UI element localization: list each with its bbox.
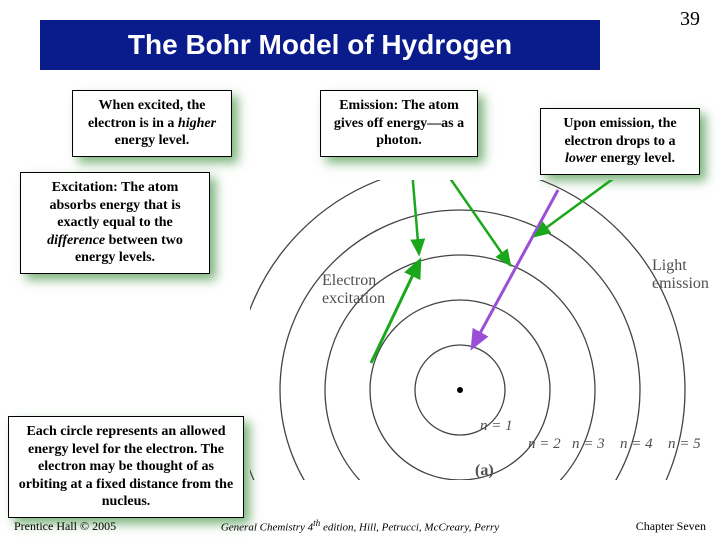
callout-excited: When excited, the electron is in a highe… xyxy=(72,90,232,157)
orbit-label-n3: n = 3 xyxy=(572,436,605,452)
footer-center: General Chemistry 4th edition, Hill, Pet… xyxy=(221,518,499,534)
arrow-emission xyxy=(472,190,558,348)
bohr-diagram: Electronexcitation Lightemission n = 1 n = … xyxy=(250,180,720,480)
orbit-label-n1: n = 1 xyxy=(480,418,513,434)
panel-label: (a) xyxy=(475,462,494,479)
nucleus xyxy=(457,387,463,393)
page-title: The Bohr Model of Hydrogen xyxy=(128,29,512,61)
label-light-emission: Lightemission xyxy=(652,257,709,292)
callout-excitation: Excitation: The atom absorbs energy that… xyxy=(20,172,210,274)
footer-left: Prentice Hall © 2005 xyxy=(14,519,116,534)
orbit-label-n5: n = 5 xyxy=(668,436,701,452)
arrow-emission_callout xyxy=(436,180,510,265)
callout-each-circle: Each circle represents an allowed energy… xyxy=(8,416,244,518)
orbit-label-n2: n = 2 xyxy=(528,436,561,452)
arrow-excitation xyxy=(371,260,420,363)
footer-right: Chapter Seven xyxy=(636,519,706,534)
title-bar: The Bohr Model of Hydrogen xyxy=(40,20,600,70)
label-electron-excitation: Electronexcitation xyxy=(322,272,385,307)
callout-emission: Emission: The atom gives off energy—as a… xyxy=(320,90,478,157)
page-number: 39 xyxy=(680,8,700,31)
footer: Prentice Hall © 2005 General Chemistry 4… xyxy=(0,519,720,534)
callout-upon: Upon emission, the electron drops to a l… xyxy=(540,108,700,175)
orbit-label-n4: n = 4 xyxy=(620,436,653,452)
